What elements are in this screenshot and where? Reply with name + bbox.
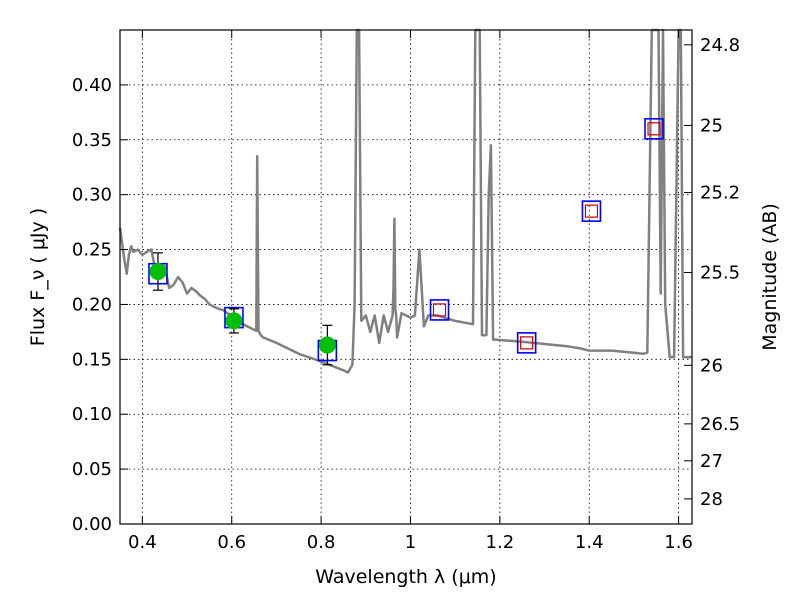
band-measurement-square [584,204,599,218]
y-tick-label: 0.10 [72,404,112,425]
axes-ticks: 0.4 0.6 0.8 1 1.2 1.4 1.6 0.00 0.05 0.10 0.15 0.20 0… [72,30,740,553]
x-tick-label: 1 [405,532,416,553]
y-tick-label: 0.00 [72,514,112,535]
y-tick-label: 0.40 [72,75,112,96]
y-axis-label: Flux F_ν ( μJy ) [27,208,49,346]
mag-tick-label: 25 [700,115,723,136]
x-tick-label: 1.6 [664,532,693,553]
observed-point [318,336,336,354]
mag-tick-label: 25.5 [700,263,740,284]
observed-point [225,312,243,330]
model-photometry [148,118,664,362]
model-photometry-square [516,332,537,354]
y-tick-label: 0.35 [72,130,112,151]
y-tick-label: 0.05 [72,459,112,480]
y-tick-label: 0.15 [72,349,112,370]
x-tick-label: 0.6 [217,532,246,553]
x-tick-label: 0.4 [128,532,157,553]
spectrum-line [118,28,692,374]
band-measurement-square [432,303,447,317]
band-measurements [432,122,661,350]
model-photometry-square [644,118,664,140]
x-tick-label: 1.2 [486,532,515,553]
band-measurement-square [520,336,534,350]
mag-tick-label: 25.2 [700,182,740,203]
y-tick-label: 0.25 [72,240,112,261]
x-tick-label: 1.4 [575,532,604,553]
mag-tick-label: 27 [700,451,723,472]
x-axis-label: Wavelength λ (μm) [315,566,496,588]
band-measurement-square [647,122,661,136]
mag-tick-label: 26 [700,355,723,376]
observed-point [149,263,167,281]
model-photometry-square [581,200,602,222]
x-tick-label: 0.8 [307,532,336,553]
observed-photometry [149,252,336,366]
mag-tick-label: 28 [700,489,723,510]
y-axis-right-label: Magnitude (AB) [759,203,781,351]
plot-frame [119,29,693,525]
mag-tick-label: 24.8 [700,35,740,56]
y-tick-label: 0.20 [72,294,112,315]
model-spectrum [118,28,692,374]
model-photometry-square [429,299,450,321]
mag-tick-label: 26.5 [700,414,740,435]
y-tick-label: 0.30 [72,185,112,206]
grid [120,30,692,524]
